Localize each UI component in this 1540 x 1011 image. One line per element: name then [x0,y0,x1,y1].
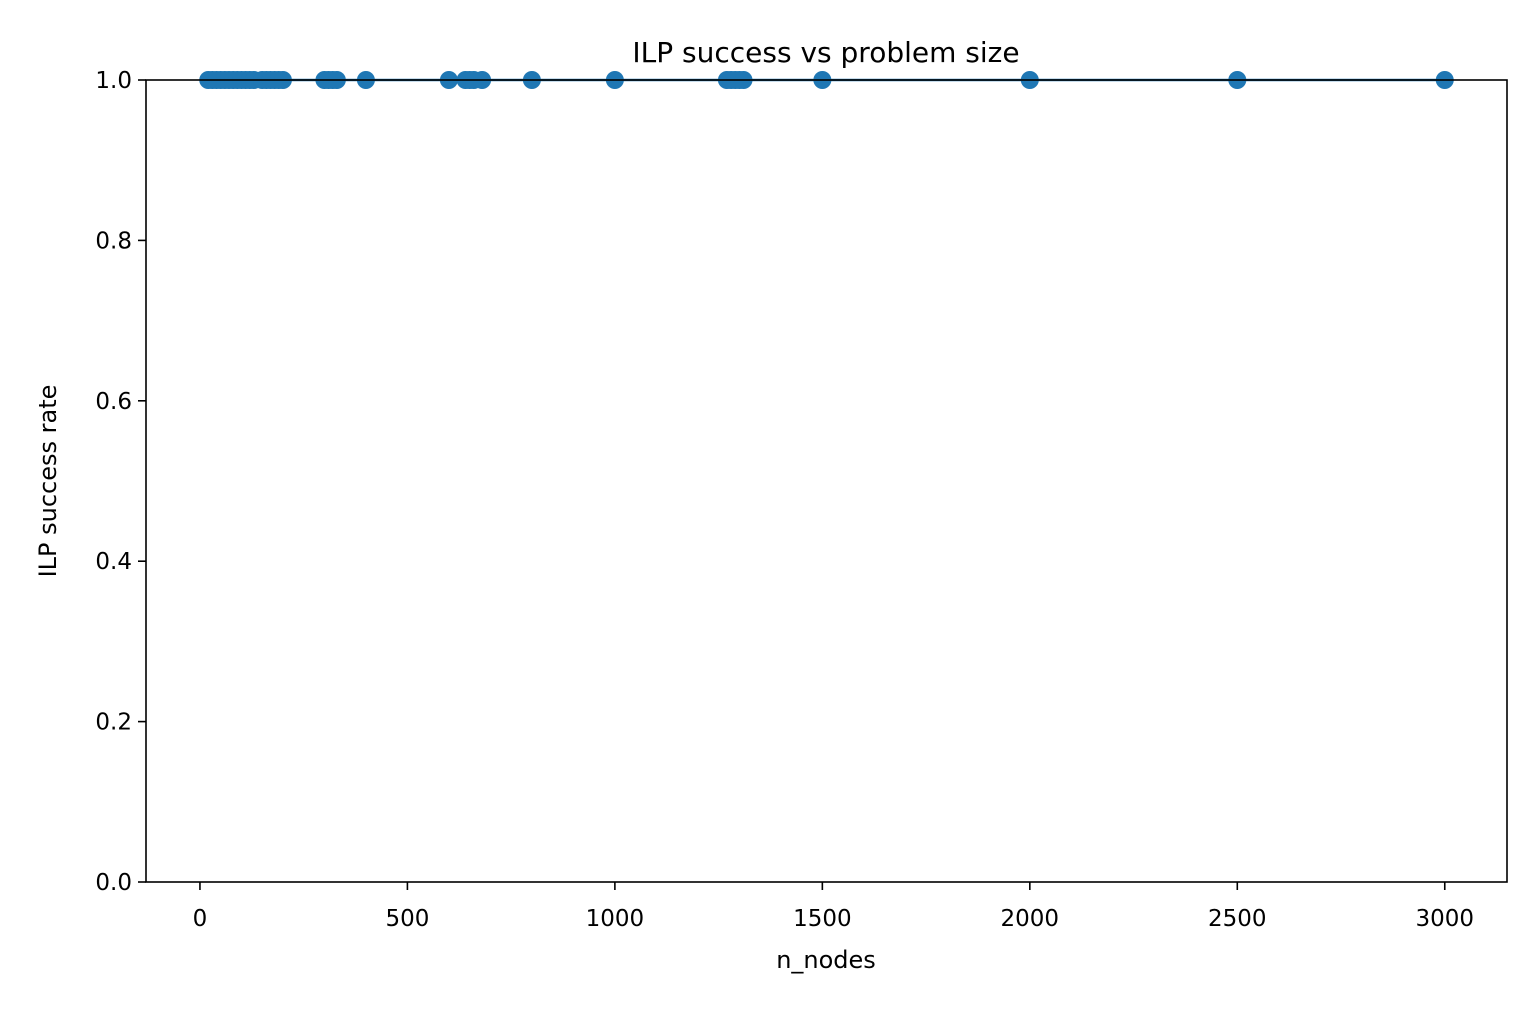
x-axis-label: n_nodes [776,946,876,974]
x-axis: 0 500 1000 1500 2000 2500 3000 [193,882,1474,932]
chart-title: ILP success vs problem size [632,36,1019,69]
x-tick-label: 3000 [1415,906,1474,932]
y-tick-label: 0.6 [95,389,132,415]
y-axis: 0.0 0.2 0.4 0.6 0.8 1.0 [95,68,146,896]
x-tick-label: 1000 [586,906,645,932]
y-tick-label: 0.8 [95,228,132,254]
x-tick-label: 2000 [1001,906,1060,932]
y-tick-label: 0.4 [95,549,132,575]
y-tick-label: 0.2 [95,710,132,736]
axes-frame [145,79,1508,883]
x-tick-label: 0 [193,906,208,932]
y-axis-label: ILP success rate [34,385,62,578]
y-tick-label: 0.0 [95,870,132,896]
x-tick-label: 500 [385,906,429,932]
y-tick-label: 1.0 [95,68,132,94]
x-tick-label: 2500 [1208,906,1267,932]
x-tick-label: 1500 [793,906,852,932]
